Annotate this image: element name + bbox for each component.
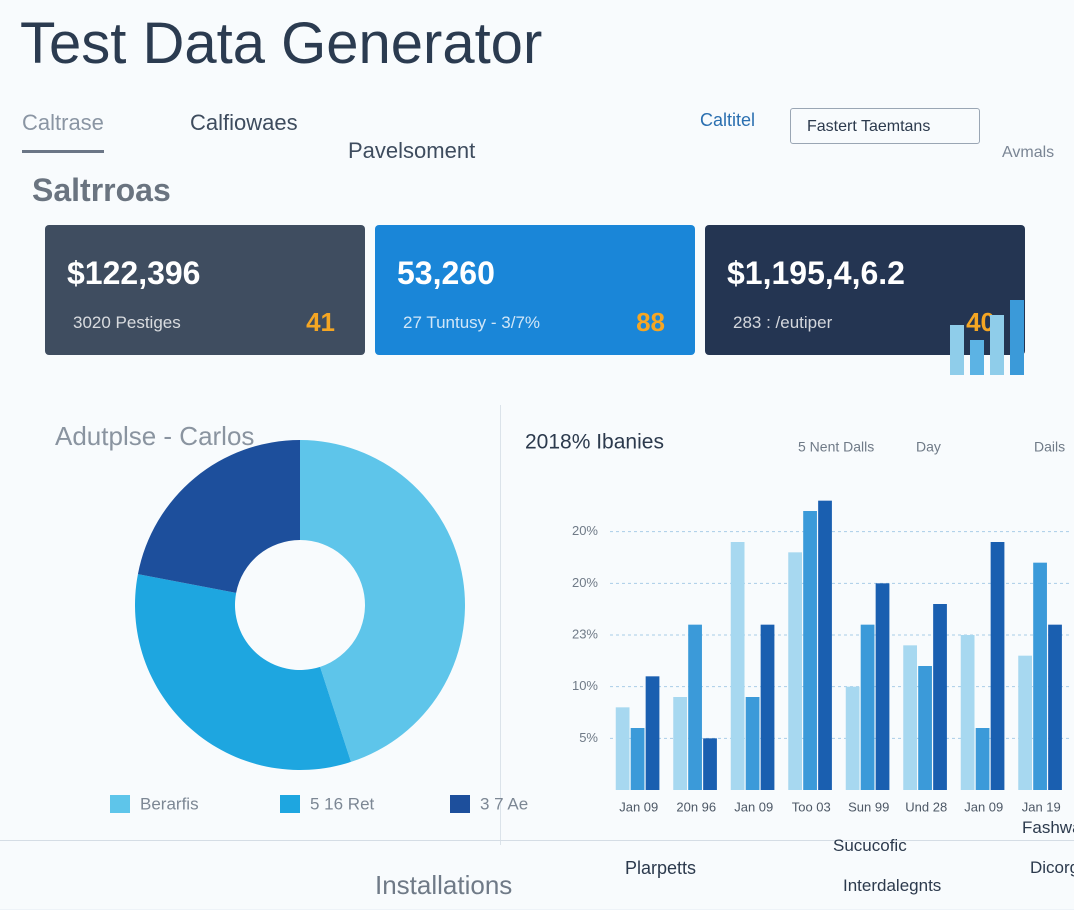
stat-value: $1,195,4,6.2 — [727, 255, 905, 291]
x-tick-label: Jan 09 — [619, 799, 658, 814]
x-tick-label: Und 28 — [905, 799, 947, 814]
bar — [975, 728, 990, 790]
bar — [788, 552, 803, 790]
x-tick-label: Jan 09 — [964, 799, 1003, 814]
chart-title: Adutplse - Carlos — [55, 421, 254, 451]
bar — [615, 707, 630, 790]
y-tick-label: 5% — [579, 730, 598, 745]
legend-swatch — [280, 795, 300, 813]
bar — [903, 645, 918, 790]
stat-caption: 283 : /eutiper — [733, 313, 833, 332]
tab[interactable]: Pavelsoment — [348, 138, 476, 163]
bar — [673, 697, 688, 790]
bar — [1033, 562, 1047, 790]
legend-label: 3 7 Ae — [480, 794, 528, 813]
bar — [688, 624, 702, 790]
footer — [0, 840, 1074, 910]
stat-value: $122,396 — [67, 255, 201, 291]
chart-control: Dails — [1034, 439, 1065, 455]
y-tick-label: 20% — [572, 523, 598, 538]
link[interactable]: Caltitel — [700, 110, 756, 130]
y-tick-label: 23% — [572, 626, 598, 641]
footer-item[interactable]: Dicorge — [1030, 858, 1074, 877]
x-tick-label: Jan 09 — [734, 799, 773, 814]
search-box[interactable]: Fastert Taemtans — [790, 108, 980, 144]
y-tick-label: 10% — [572, 678, 598, 693]
footer-item[interactable]: Fashwar — [1022, 818, 1074, 837]
stat-badge: 41 — [306, 307, 335, 337]
y-tick-label: 20% — [572, 575, 598, 590]
bar — [1018, 655, 1033, 790]
bar — [875, 583, 890, 790]
app-title: Test Data Generator — [20, 11, 543, 76]
stat-card: 53,260 27 Tuntusy - 3/7% 88 — [375, 225, 695, 355]
chart-control: Day — [916, 439, 941, 455]
donut-panel — [40, 405, 501, 845]
footer-item[interactable]: Interdalegnts — [843, 876, 942, 895]
stat-caption: 27 Tuntusy - 3/7% — [403, 313, 541, 332]
bar — [818, 500, 832, 790]
bar — [803, 511, 817, 790]
stat-value: 53,260 — [397, 255, 495, 291]
chart-title: 2018% Ibanies — [525, 431, 664, 454]
pie-slice — [137, 440, 300, 593]
legend-swatch — [110, 795, 130, 813]
bar — [760, 624, 775, 790]
pie-slice — [300, 440, 465, 762]
tab[interactable]: Calfiowaes — [190, 110, 298, 135]
bar — [645, 676, 660, 790]
bar — [745, 697, 760, 790]
stat-caption: 3020 Pestiges — [73, 313, 181, 332]
bar — [703, 738, 717, 790]
bar — [730, 542, 745, 790]
bar — [1048, 624, 1062, 790]
footer-item[interactable]: Plarpetts — [625, 858, 697, 878]
bar — [990, 542, 1005, 790]
bar — [630, 728, 645, 790]
menu[interactable]: Avmals — [1002, 144, 1055, 161]
tab[interactable]: Caltrase — [22, 110, 104, 153]
bar — [960, 635, 975, 790]
legend-swatch — [450, 795, 470, 813]
section-title: Saltrroas — [32, 172, 171, 208]
footer-title: Installations — [375, 870, 513, 900]
x-tick-label: Jan 19 — [1022, 799, 1061, 814]
footer-item[interactable]: Sucucofic — [833, 836, 907, 855]
mini-chart-icon — [950, 300, 1024, 375]
stat-badge: 88 — [636, 307, 665, 337]
x-tick-label: Too 03 — [792, 799, 831, 814]
x-tick-label: 20n 96 — [676, 799, 716, 814]
pie-slice — [135, 574, 351, 770]
stat-card: $1,195,4,6.2 283 : /eutiper 40 — [705, 225, 1025, 355]
legend-label: Berarfis — [140, 794, 199, 813]
bar — [845, 686, 860, 790]
legend-label: 5 16 Ret — [310, 794, 375, 813]
bar — [933, 604, 947, 790]
x-tick-label: Sun 99 — [848, 799, 889, 814]
bar — [860, 624, 875, 790]
bar — [918, 666, 932, 790]
chart-control: 5 Nent Dalls — [798, 439, 874, 455]
stat-card: $122,396 3020 Pestiges 41 — [45, 225, 365, 355]
